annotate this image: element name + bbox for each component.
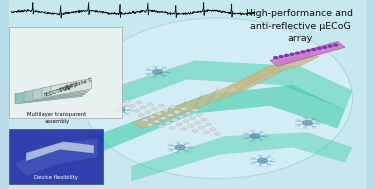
Circle shape [136, 101, 142, 104]
Circle shape [167, 114, 173, 117]
Circle shape [188, 125, 194, 128]
Text: ITO: ITO [58, 86, 68, 93]
Circle shape [206, 123, 212, 126]
Polygon shape [270, 42, 345, 66]
Circle shape [170, 126, 176, 129]
Circle shape [312, 49, 316, 50]
Circle shape [328, 45, 332, 47]
Circle shape [158, 104, 164, 107]
Polygon shape [15, 86, 82, 104]
Circle shape [178, 115, 184, 118]
Circle shape [142, 119, 148, 122]
Text: Multilayer transparent
assembly: Multilayer transparent assembly [27, 112, 87, 124]
Polygon shape [131, 132, 352, 181]
Circle shape [250, 134, 260, 139]
Polygon shape [94, 85, 345, 155]
Circle shape [192, 109, 198, 112]
Circle shape [134, 109, 140, 112]
Polygon shape [42, 80, 89, 98]
Circle shape [176, 123, 182, 126]
Ellipse shape [82, 18, 352, 179]
Circle shape [334, 44, 338, 46]
Circle shape [296, 52, 299, 54]
Circle shape [210, 128, 216, 131]
Circle shape [258, 158, 267, 163]
FancyBboxPatch shape [9, 129, 103, 184]
FancyBboxPatch shape [366, 0, 375, 189]
Circle shape [203, 131, 209, 134]
FancyBboxPatch shape [0, 0, 9, 189]
Text: Device flexibility: Device flexibility [34, 175, 78, 180]
Circle shape [174, 110, 180, 113]
Circle shape [129, 104, 135, 107]
Circle shape [147, 103, 153, 106]
Circle shape [181, 128, 187, 131]
Polygon shape [51, 78, 92, 96]
Circle shape [274, 57, 278, 59]
Circle shape [163, 109, 169, 112]
Circle shape [285, 54, 288, 56]
Circle shape [156, 112, 162, 115]
Circle shape [124, 100, 130, 103]
Circle shape [165, 122, 171, 125]
Polygon shape [120, 60, 352, 110]
Circle shape [153, 69, 162, 74]
Polygon shape [26, 142, 94, 161]
Circle shape [183, 120, 189, 123]
Circle shape [172, 118, 178, 121]
Circle shape [303, 120, 312, 125]
Circle shape [175, 145, 185, 150]
Circle shape [317, 47, 321, 49]
Circle shape [199, 126, 205, 129]
Circle shape [196, 113, 202, 116]
Circle shape [192, 129, 198, 132]
Circle shape [170, 106, 176, 109]
Polygon shape [15, 138, 98, 176]
Circle shape [147, 123, 153, 126]
Text: Parylene C: Parylene C [66, 77, 93, 90]
Circle shape [138, 114, 144, 117]
Circle shape [290, 53, 294, 55]
FancyBboxPatch shape [9, 27, 122, 118]
Circle shape [152, 107, 157, 110]
Circle shape [214, 132, 220, 135]
Circle shape [160, 117, 166, 120]
Circle shape [190, 117, 196, 120]
Circle shape [201, 118, 207, 121]
Text: High-performance and
anti-reflective μECoG
array: High-performance and anti-reflective μEC… [246, 9, 354, 43]
Polygon shape [33, 82, 87, 100]
Circle shape [185, 112, 191, 115]
Circle shape [154, 120, 160, 123]
Circle shape [306, 50, 310, 52]
Circle shape [149, 115, 155, 118]
Circle shape [301, 51, 305, 53]
Text: ITO: ITO [69, 82, 79, 89]
Circle shape [145, 111, 151, 114]
Polygon shape [24, 84, 85, 102]
Circle shape [115, 107, 125, 112]
Circle shape [158, 125, 164, 128]
Circle shape [194, 121, 200, 124]
Circle shape [181, 107, 187, 110]
Circle shape [140, 106, 146, 109]
Text: Ag: Ag [64, 84, 72, 91]
Polygon shape [131, 66, 281, 129]
Polygon shape [232, 53, 319, 91]
Circle shape [323, 46, 327, 48]
Text: PEDOT:PSS: PEDOT:PSS [43, 85, 71, 98]
Circle shape [279, 56, 283, 57]
